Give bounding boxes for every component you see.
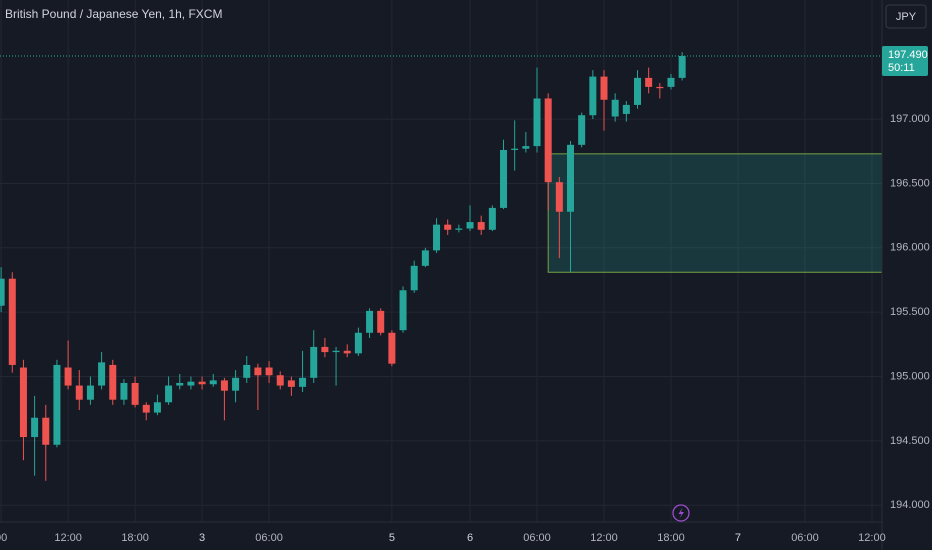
candle-body: [209, 380, 217, 385]
candle-body: [488, 207, 496, 230]
x-tick-label: 06:00: [791, 532, 819, 544]
icon-circle[interactable]: [672, 504, 690, 522]
candle-body: [0, 278, 5, 306]
candle-body: [142, 404, 150, 413]
candle-body: [75, 385, 83, 400]
candle-body: [544, 98, 552, 183]
candle-body: [98, 362, 106, 386]
candle-body: [466, 222, 474, 229]
candle-body: [656, 86, 664, 89]
candle-body: [567, 144, 575, 212]
candle-body: [232, 377, 240, 391]
candle-body: [276, 375, 284, 386]
candle-body: [31, 417, 39, 438]
candle-body: [578, 115, 586, 145]
y-tick-label: 194.000: [890, 499, 930, 511]
icon-bolt[interactable]: [678, 507, 685, 519]
candle-body: [187, 381, 195, 386]
candle-body: [399, 290, 407, 331]
candle-body: [433, 224, 441, 251]
candle-body: [667, 77, 675, 87]
candle-body: [388, 332, 396, 364]
y-tick-label: 196.000: [890, 242, 930, 254]
candle-body: [265, 367, 273, 376]
zone: [547, 153, 883, 273]
currency-button[interactable]: [885, 4, 927, 29]
last-price-badge: [882, 45, 928, 76]
candle-body: [410, 265, 418, 291]
x-tick-label: 12:00: [858, 532, 886, 544]
candle-body: [421, 250, 429, 266]
candle-body: [600, 76, 608, 100]
last-price-label: 197.490: [888, 49, 928, 61]
candle-body: [8, 278, 16, 365]
y-tick-label: 196.500: [890, 177, 930, 189]
x-tick-label: 06:00: [523, 532, 551, 544]
x-tick-label: 7: [735, 532, 741, 544]
x-tick-label: 12:00: [54, 532, 82, 544]
candle-body: [678, 55, 686, 78]
candle-body: [165, 385, 173, 403]
candle-body: [332, 350, 340, 353]
candle-body: [511, 148, 519, 150]
x-tick-label: 6: [467, 532, 473, 544]
candle-body: [131, 382, 139, 405]
countdown-label: 50:11: [888, 62, 915, 74]
candle-body: [633, 77, 641, 105]
currency-label[interactable]: JPY: [896, 11, 917, 23]
y-tick-label: 197.000: [890, 113, 930, 125]
candle-body: [366, 310, 374, 333]
candle-body: [500, 149, 508, 208]
candle-body: [522, 146, 530, 149]
lightning-icon[interactable]: [672, 504, 690, 522]
y-tick-label: 194.500: [890, 435, 930, 447]
x-tick-label: 3: [199, 532, 205, 544]
x-tick-label: 06:00: [255, 532, 283, 544]
x-tick-label: 12:00: [590, 532, 618, 544]
candle-body: [589, 76, 597, 116]
candle-body: [444, 224, 452, 230]
candle-body: [645, 77, 653, 87]
chart-title: British Pound / Japanese Yen, 1h, FXCM: [5, 7, 222, 21]
x-tick-label: 5: [389, 532, 395, 544]
candle-body: [343, 350, 351, 354]
candle-body: [254, 367, 262, 376]
candle-body: [53, 364, 61, 445]
x-tick-label: 18:00: [657, 532, 685, 544]
x-tick-label: 00: [0, 532, 7, 544]
candle-body: [42, 417, 50, 445]
candle-body: [477, 222, 485, 230]
candle-body: [120, 382, 128, 400]
candle-body: [109, 364, 117, 400]
candle-body: [198, 381, 206, 385]
candle-body: [86, 385, 94, 400]
candle-body: [287, 380, 295, 387]
candle-body: [321, 346, 329, 353]
candle-body: [19, 367, 27, 438]
candle-body: [153, 402, 161, 413]
candle-body: [243, 364, 251, 378]
candle-body: [555, 182, 563, 212]
candle-body: [622, 104, 630, 114]
y-tick-label: 195.000: [890, 370, 930, 382]
candle-body: [533, 98, 541, 147]
candle-body: [455, 228, 463, 230]
candle-body: [64, 367, 72, 386]
candle-body: [220, 380, 228, 391]
candle-body: [377, 310, 385, 333]
candle-body: [354, 332, 362, 354]
candle-body: [310, 346, 318, 378]
y-tick-label: 195.500: [890, 306, 930, 318]
candle-body: [299, 377, 307, 387]
candle-body: [611, 99, 619, 117]
x-tick-label: 18:00: [121, 532, 149, 544]
candle-body: [176, 382, 184, 386]
